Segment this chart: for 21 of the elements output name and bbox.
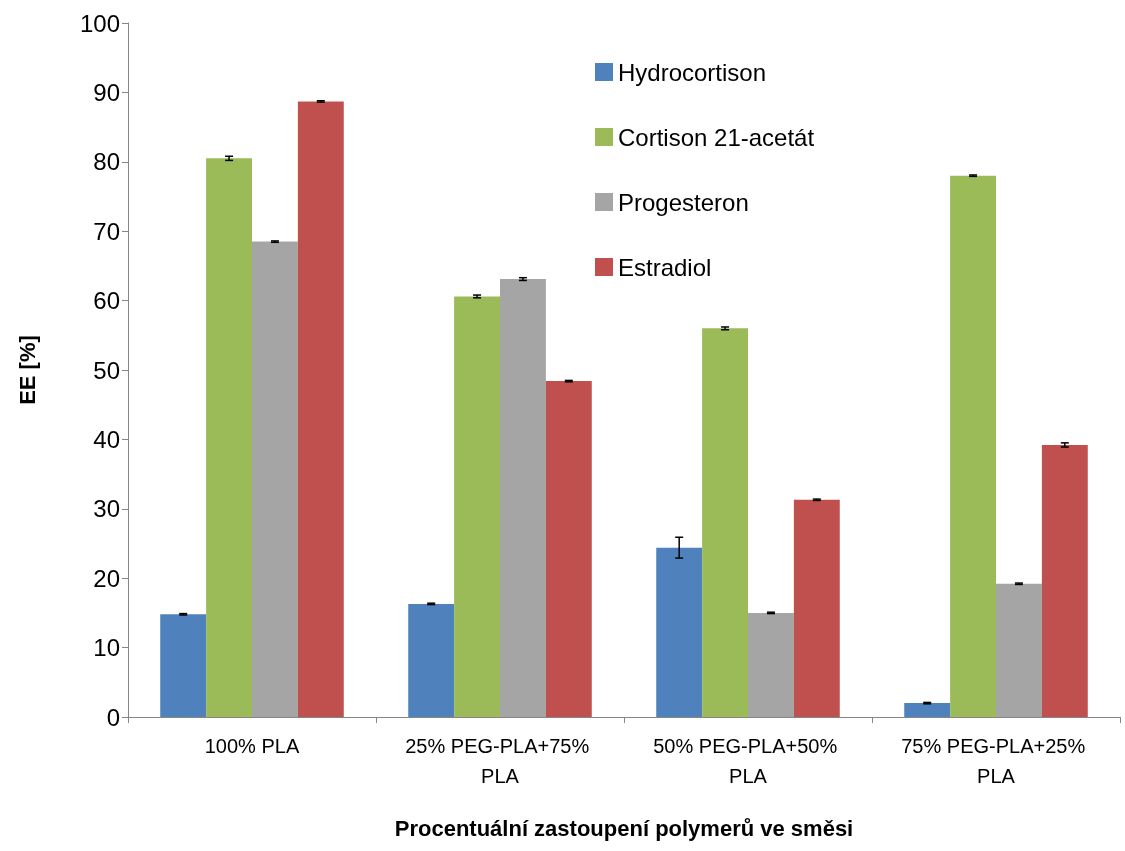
y-tick-label: 10 (93, 634, 120, 662)
legend-label: Progesteron (618, 188, 749, 216)
y-tick-label: 20 (93, 564, 120, 592)
x-tick-label: 50% PEG-PLA+50% PLA (653, 735, 843, 787)
x-tick-label: 75% PEG-PLA+25% PLA (901, 735, 1091, 787)
y-tick-label: 30 (93, 495, 120, 523)
legend-label: Cortison 21-acetát (618, 123, 815, 151)
y-tick-label: 60 (93, 287, 120, 315)
legend-label: Estradiol (618, 253, 712, 281)
y-tick-label: 40 (93, 425, 120, 453)
y-tick-label: 50 (93, 356, 120, 384)
y-tick-label: 0 (106, 703, 120, 731)
x-axis-title: Procentuální zastoupení polymerů ve směsi (394, 815, 854, 841)
y-tick-label: 90 (93, 78, 120, 106)
y-tick-label: 80 (93, 148, 120, 176)
x-tick-label: 100% PLA (204, 735, 300, 757)
y-axis-title: EE [%] (14, 335, 40, 405)
y-tick-label: 70 (93, 217, 120, 245)
y-tick-label: 100 (79, 9, 120, 37)
legend-label: Hydrocortison (618, 58, 767, 86)
x-tick-label: 25% PEG-PLA+75% PLA (405, 735, 595, 787)
